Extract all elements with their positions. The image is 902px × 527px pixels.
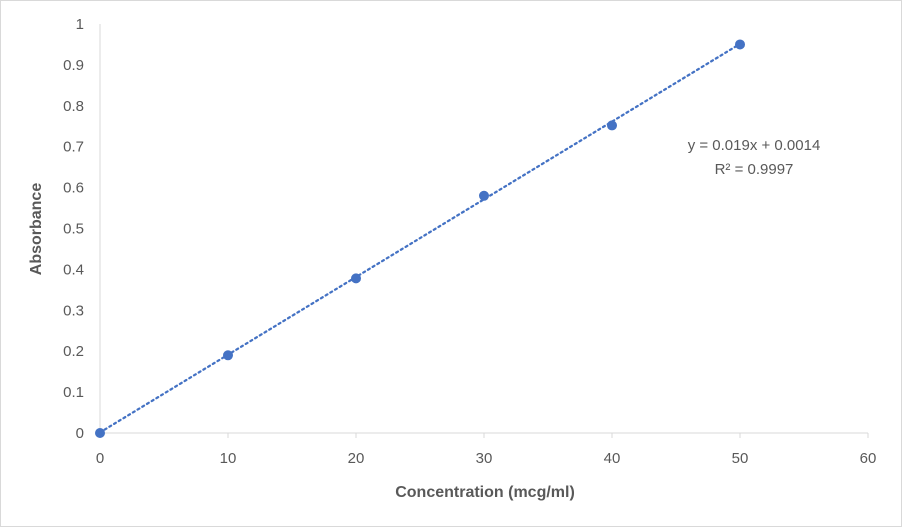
y-tick-label: 0.8 <box>63 98 84 115</box>
x-tick-label: 60 <box>860 450 877 467</box>
x-axis-title: Concentration (mcg/ml) <box>395 484 575 501</box>
y-tick-label: 0.7 <box>63 139 84 156</box>
y-tick-label: 1 <box>76 16 84 33</box>
x-tick-label: 40 <box>604 450 621 467</box>
y-tick-label: 0.6 <box>63 180 84 197</box>
x-tick-label: 20 <box>348 450 365 467</box>
y-tick-label: 0.4 <box>63 261 84 278</box>
y-tick-label: 0.3 <box>63 302 84 319</box>
data-point <box>95 428 105 438</box>
data-point <box>223 350 233 361</box>
y-tick-label: 0.1 <box>63 384 84 401</box>
x-axis-ticks: 0 10 20 30 40 50 60 <box>96 433 877 467</box>
data-point <box>479 190 489 201</box>
x-tick-label: 0 <box>96 450 104 467</box>
data-point <box>351 273 361 284</box>
x-tick-label: 30 <box>476 450 493 467</box>
trendline <box>98 42 742 434</box>
y-tick-label: 0.5 <box>63 221 84 238</box>
data-point <box>735 39 745 50</box>
y-tick-label: 0.9 <box>63 57 84 74</box>
trendline-r-squared: R² = 0.9997 <box>715 161 794 178</box>
y-axis-title: Absorbance <box>28 183 45 276</box>
data-points <box>95 39 745 438</box>
x-tick-label: 50 <box>732 450 749 467</box>
data-point <box>607 120 617 131</box>
y-tick-label: 0.2 <box>63 343 84 360</box>
y-axis-ticks: 0 0.1 0.2 0.3 0.4 0.5 0.6 0.7 0.8 0.9 1 <box>63 16 84 442</box>
trendline-equation: y = 0.019x + 0.0014 <box>688 137 821 154</box>
y-tick-label: 0 <box>76 425 84 442</box>
x-tick-label: 10 <box>220 450 237 467</box>
